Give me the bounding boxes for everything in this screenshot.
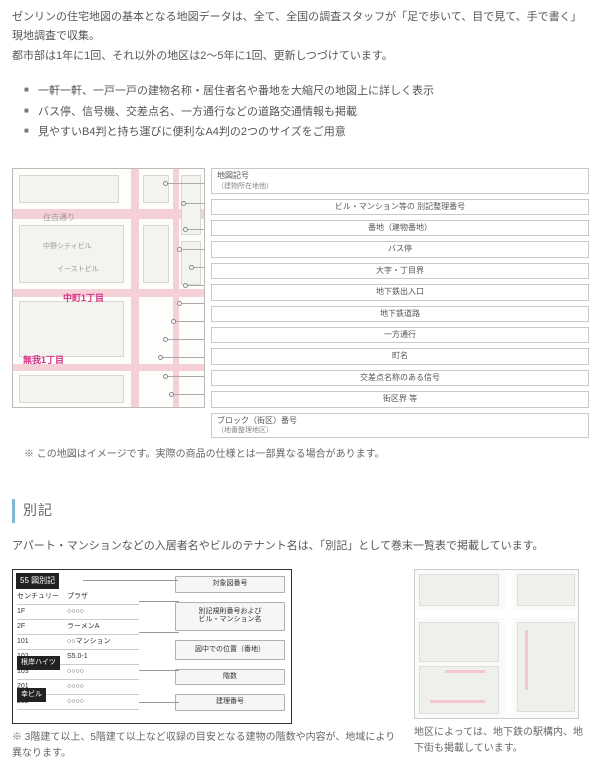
besshi-columns: 55 図別記 センチュリープラザ1F○○○○2FラーメンA101○○マンション1… <box>0 569 601 762</box>
feature-item: バス停、信号機、交差点名、一方通行などの道路交通情報も掲載 <box>24 103 589 122</box>
section-title-besshi: 別記 <box>12 499 589 523</box>
intro-line-1: ゼンリンの住宅地図の基本となる地図データは、全て、全国の調査スタッフが「足で歩い… <box>12 8 589 45</box>
besshi-pill: 対象図番号 <box>175 576 285 592</box>
legend-item: 一方通行 <box>211 327 589 343</box>
besshi-row: センチュリープラザ <box>17 590 139 605</box>
building-label-2: イーストビル <box>57 264 99 276</box>
legend-item: 地図記号（建物所在地他） <box>211 168 589 193</box>
street-label: 住吉通り <box>43 211 75 225</box>
besshi-pill: 階数 <box>175 669 285 685</box>
map-image-note: ※ この地図はイメージです。実際の商品の仕様とは一部異なる場合があります。 <box>12 438 589 463</box>
intro-line-2: 都市部は1年に1回、それ以外の地区は2～5年に1回、更新しつづけています。 <box>12 47 589 66</box>
ward-label-2: 無我1丁目 <box>23 353 64 368</box>
besshi-right-col: 地区によっては、地下鉄の駅構内、地下街も掲載しています。 <box>414 569 589 757</box>
building-label: 中野シティビル <box>43 241 92 253</box>
besshi-header: 55 図別記 <box>16 573 59 589</box>
map-image: 住吉通り 中野シティビル イーストビル 中町1丁目 無我1丁目 <box>12 168 205 408</box>
legend-item: 街区界 等 <box>211 391 589 407</box>
besshi-row: 2FラーメンA <box>17 620 139 635</box>
legend-item: 地下鉄道路 <box>211 306 589 322</box>
besshi-mid-header: 幸ビル <box>17 688 46 702</box>
legend-item: ブロック（街区）番号（地番整理地区） <box>211 413 589 438</box>
besshi-pill: 別記規則番号およびビル・マンション名 <box>175 602 285 631</box>
ward-label-1: 中町1丁目 <box>63 291 104 306</box>
feature-item: 見やすいB4判と持ち運びに便利なA4判の2つのサイズをご用意 <box>24 123 589 142</box>
feature-list: 一軒一軒、一戸一戸の建物名称・居住者名や番地を大縮尺の地図上に詳しく表示 バス停… <box>0 82 601 162</box>
intro-block: ゼンリンの住宅地図の基本となる地図データは、全て、全国の調査スタッフが「足で歩い… <box>0 8 601 82</box>
legend-item: 町名 <box>211 348 589 364</box>
besshi-row: 101○○マンション <box>17 635 139 650</box>
besshi-left-note: ※ 3階建て以上、5階建て以上など収録の目安となる建物の階数や内容が、地域により… <box>12 724 396 762</box>
besshi-diagram: 55 図別記 センチュリープラザ1F○○○○2FラーメンA101○○マンション1… <box>12 569 292 724</box>
legend-item: 大字・丁目界 <box>211 263 589 279</box>
feature-item: 一軒一軒、一戸一戸の建物名称・居住者名や番地を大縮尺の地図上に詳しく表示 <box>24 82 589 101</box>
legend-item: 番地（建物番地） <box>211 220 589 236</box>
besshi-pill: 図中での位置（番地） <box>175 640 285 660</box>
besshi-description: アパート・マンションなどの入居者名やビルのテナント名は、「別記」として巻末一覧表… <box>0 537 601 570</box>
map-legend-column: 地図記号（建物所在地他） ビル・マンション等の 別記整理番号番地（建物番地） バス停… <box>205 168 589 438</box>
mini-map <box>414 569 579 719</box>
besshi-mid-header-2: 根岸ハイツ <box>17 656 60 670</box>
besshi-right-note: 地区によっては、地下鉄の駅構内、地下街も掲載しています。 <box>414 719 589 757</box>
legend-item: 地下鉄出入口 <box>211 284 589 300</box>
legend-item: バス停 <box>211 241 589 257</box>
besshi-left-col: 55 図別記 センチュリープラザ1F○○○○2FラーメンA101○○マンション1… <box>12 569 396 762</box>
besshi-row: 1F○○○○ <box>17 605 139 620</box>
legend-item: 交差点名称のある信号 <box>211 370 589 386</box>
besshi-pill: 建理番号 <box>175 694 285 710</box>
legend-item: ビル・マンション等の 別記整理番号 <box>211 199 589 215</box>
map-legend-section: 住吉通り 中野シティビル イーストビル 中町1丁目 無我1丁目 地図記号（建物所… <box>0 162 601 471</box>
